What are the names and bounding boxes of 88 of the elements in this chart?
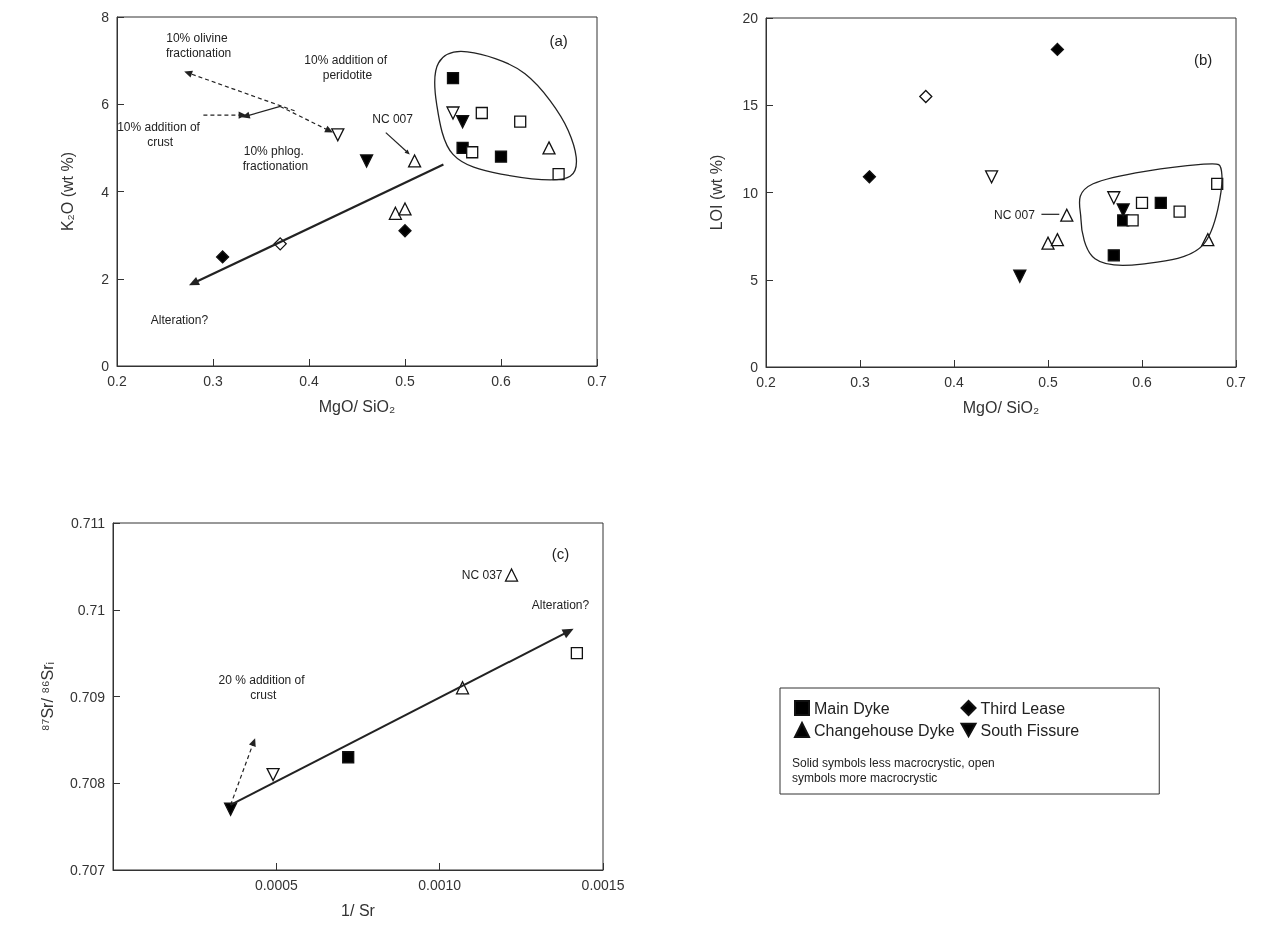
x-tick-label: 0.0005 [254, 877, 298, 893]
x-tick-label: 0.5 [1038, 374, 1058, 390]
point [1107, 249, 1120, 262]
annotation: Alteration? [531, 598, 590, 613]
point [1041, 236, 1055, 250]
x-tick-label: 0.0010 [418, 877, 462, 893]
annotation: 10% olivine fractionation [165, 30, 232, 60]
y-axis-title: LOI (wt %) [707, 154, 725, 231]
x-tick-label: 0.2 [756, 374, 776, 390]
point [446, 106, 460, 120]
point [398, 224, 412, 238]
point [1135, 196, 1149, 210]
point [494, 150, 508, 163]
y-tick-label: 20 [742, 10, 759, 26]
point [455, 115, 470, 129]
y-tick-label: 0.707 [69, 862, 106, 878]
point [1126, 214, 1139, 227]
y-tick-label: 8 [101, 9, 110, 25]
point [504, 568, 519, 582]
x-axis-title: MgO/ SiO₂ [962, 398, 1040, 416]
x-tick-label: 0.5 [395, 373, 415, 389]
x-tick-label: 0.0015 [581, 877, 625, 893]
annotation: Alteration? [150, 313, 209, 328]
y-tick-label: 15 [742, 97, 759, 114]
y-tick-label: 0 [101, 358, 110, 374]
point [215, 250, 230, 264]
annotation: NC 007 [994, 208, 1036, 223]
point [862, 170, 877, 184]
y-tick-label: 4 [101, 183, 110, 200]
point [446, 71, 460, 85]
annotation: (c) [551, 544, 570, 562]
point [542, 141, 556, 155]
y-tick-label: 0.711 [71, 515, 106, 531]
annotation: 20 % addition of crust [218, 673, 308, 703]
y-tick-label: 0 [750, 359, 759, 375]
y-axis-title: ⁸⁷Sr/ ⁸⁶Srᵢ [38, 661, 56, 732]
x-tick-label: 0.3 [850, 374, 870, 390]
x-tick-label: 0.6 [1132, 374, 1152, 390]
point [919, 89, 933, 104]
point [1116, 203, 1130, 217]
point [466, 146, 479, 159]
point [1107, 191, 1121, 205]
legend-label: South Fissure [980, 721, 1080, 739]
annotation: (b) [1193, 51, 1213, 69]
annotation: 10% addition of crust [117, 120, 204, 150]
legend-label: Changehouse Dyke [814, 721, 955, 739]
y-tick-label: 2 [101, 270, 110, 287]
annotation: 10% addition of peridotite [304, 52, 391, 82]
point [1050, 42, 1065, 57]
x-axis-title: 1/ Sr [341, 901, 376, 919]
annotation: (a) [549, 32, 568, 50]
y-tick-label: 6 [101, 96, 110, 113]
legend-label: Third Lease [980, 699, 1066, 717]
point [342, 751, 355, 764]
point [984, 170, 999, 184]
point [475, 106, 488, 120]
point [514, 115, 527, 128]
point [398, 202, 412, 216]
x-axis-title: MgO/ SiO₂ [318, 397, 396, 415]
y-tick-label: 0.71 [77, 601, 106, 618]
point [359, 154, 374, 168]
y-axis-title: K₂O (wt %) [58, 151, 76, 232]
x-tick-label: 0.6 [491, 373, 511, 389]
x-tick-label: 0.7 [1226, 374, 1246, 390]
annotation: NC 007 [372, 111, 414, 126]
point [1013, 269, 1027, 283]
point [388, 206, 403, 220]
y-tick-label: 0.709 [69, 688, 106, 705]
x-tick-label: 0.4 [944, 374, 964, 390]
point [1173, 205, 1186, 218]
legend-label: Main Dyke [814, 699, 890, 717]
y-tick-label: 0.708 [69, 775, 106, 792]
x-tick-label: 0.2 [107, 373, 127, 389]
y-tick-label: 5 [750, 271, 759, 288]
point [1050, 232, 1065, 247]
y-tick-label: 10 [742, 184, 759, 201]
point [570, 646, 584, 660]
annotation: 10% phlog. fractionation [242, 144, 309, 174]
text: Solid symbols less macrocrystic, open symbols more macrocrystic [792, 755, 999, 785]
point [331, 128, 345, 142]
annotation: NC 037 [461, 568, 503, 583]
x-tick-label: 0.4 [299, 373, 319, 389]
point [1154, 196, 1167, 210]
point [1060, 208, 1074, 222]
x-tick-label: 0.3 [203, 373, 223, 389]
point [407, 154, 422, 168]
point [266, 767, 280, 782]
x-tick-label: 0.7 [587, 373, 607, 389]
